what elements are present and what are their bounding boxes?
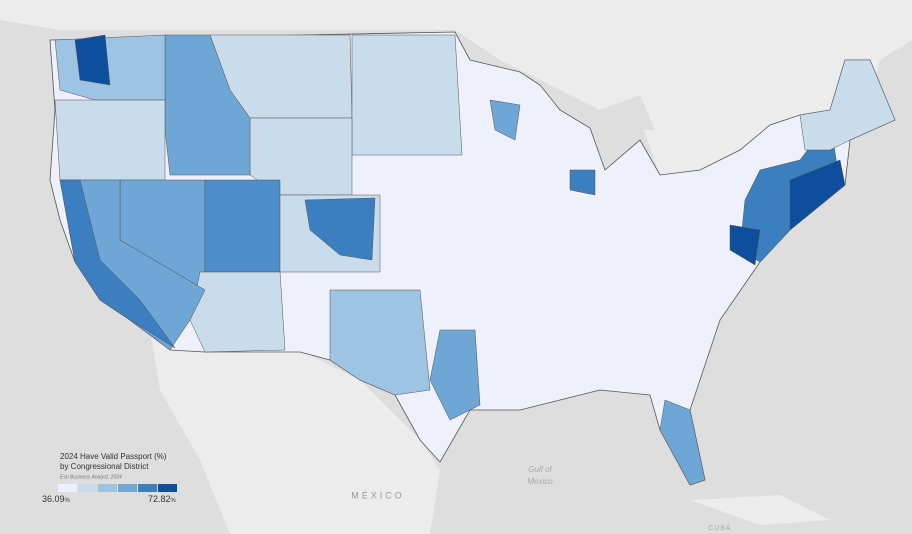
idaho — [164, 34, 251, 176]
oregon — [54, 99, 166, 181]
florida-south — [659, 399, 706, 486]
mexico-label: MÉXICO — [351, 490, 405, 500]
denver — [304, 197, 376, 261]
dc — [729, 224, 761, 266]
gulf-label: Gulf of — [528, 465, 552, 474]
chicago — [569, 169, 596, 196]
seattle — [74, 34, 111, 86]
legend-source: Esri Business Analyst, 2024 — [60, 474, 122, 480]
gulf-label: Mexico — [527, 477, 553, 486]
arizona — [189, 271, 286, 353]
legend-title: 2024 Have Valid Passport (%) — [60, 452, 167, 461]
legend: 2024 Have Valid Passport (%) by Congress… — [42, 452, 177, 504]
legend-swatch — [118, 484, 137, 492]
cuba-label: CUBA — [708, 525, 731, 532]
nyc-boston — [789, 159, 846, 231]
minneapolis — [489, 99, 521, 141]
new-england — [799, 59, 896, 151]
legend-swatch — [58, 484, 77, 492]
legend-max-value: 72.82 — [148, 494, 171, 504]
legend-swatch — [158, 484, 177, 492]
cuba-land — [690, 495, 830, 525]
legend-swatch — [138, 484, 157, 492]
legend-min-value: 36.09 — [42, 494, 65, 504]
west-texas — [329, 289, 431, 396]
utah — [204, 179, 281, 273]
lakes — [590, 95, 655, 175]
districts — [54, 34, 896, 486]
mexico-land — [150, 330, 440, 534]
canada — [0, 0, 912, 175]
legend-subtitle: by Congressional District — [60, 462, 149, 471]
legend-swatch — [78, 484, 97, 492]
legend-swatch — [98, 484, 117, 492]
legend-min: 36.09% — [42, 494, 71, 504]
houston-dallas — [429, 329, 481, 421]
washington — [54, 34, 166, 101]
legend-max: 72.82% — [148, 494, 177, 504]
legend-min-unit: % — [65, 498, 71, 504]
dakotas — [351, 34, 463, 156]
california-coast — [59, 179, 176, 349]
legend-max-unit: % — [171, 498, 177, 504]
